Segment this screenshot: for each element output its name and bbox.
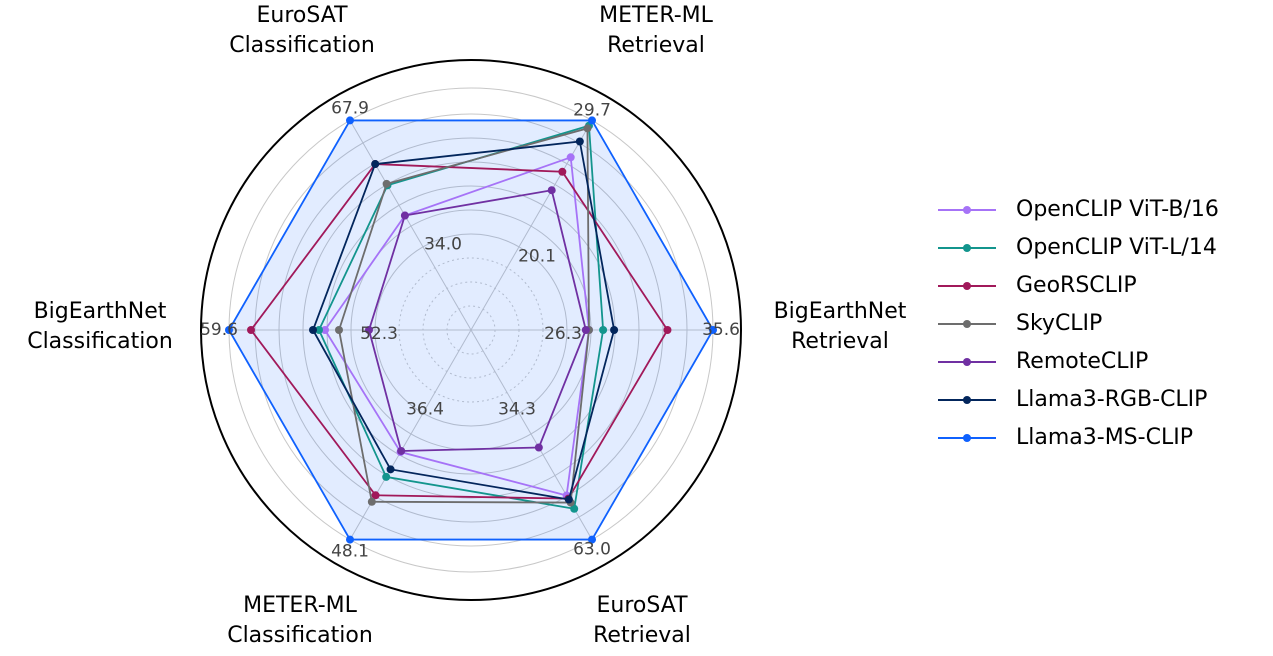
legend-swatch-marker — [963, 396, 971, 404]
legend-swatch-marker — [963, 434, 971, 442]
axis-label-line: EuroSAT — [596, 593, 688, 618]
tick-min-3: 36.4 — [406, 400, 444, 420]
tick-max-4: 59.6 — [200, 320, 238, 340]
series-point-1 — [610, 326, 619, 334]
legend-label: SkyCLIP — [1016, 311, 1102, 336]
axis-label-line: Retrieval — [791, 329, 889, 354]
series-point-3 — [367, 497, 376, 506]
legend-swatch-marker — [963, 206, 971, 214]
axis-label-line: METER-ML — [599, 3, 714, 28]
series-point-3 — [382, 472, 391, 481]
axis-label-2: EuroSAT Retrieval — [593, 593, 691, 648]
series-point-3 — [386, 465, 395, 474]
highlight-fill — [229, 120, 713, 540]
series-point-3 — [346, 535, 354, 544]
series-point-0 — [575, 137, 584, 146]
legend: OpenCLIP ViT-B/16 OpenCLIP ViT-L/14 GeoRSC… — [938, 197, 1219, 450]
tick-max-2: 63.0 — [573, 540, 611, 560]
legend-swatch-marker — [963, 244, 971, 252]
series-point-5 — [400, 211, 409, 220]
legend-label: OpenCLIP ViT-L/14 — [1016, 235, 1217, 260]
series-point-4 — [321, 326, 329, 334]
legend-item-1: OpenCLIP ViT-L/14 — [938, 235, 1217, 260]
series-point-4 — [365, 326, 373, 334]
series-point-5 — [382, 179, 391, 188]
legend-item-5: Llama3-RGB-CLIP — [938, 387, 1207, 412]
legend-label: Llama3-RGB-CLIP — [1016, 387, 1207, 412]
series-point-2 — [570, 504, 579, 513]
legend-item-4: RemoteCLIP — [938, 349, 1148, 374]
series-point-2 — [564, 495, 573, 504]
axis-label-line: Classification — [27, 329, 173, 354]
legend-label: OpenCLIP ViT-B/16 — [1016, 197, 1219, 222]
tick-min-0: 20.1 — [518, 246, 556, 266]
outer-circle — [200, 59, 742, 601]
legend-label: GeoRSCLIP — [1016, 273, 1137, 298]
legend-item-2: GeoRSCLIP — [938, 273, 1137, 298]
series-point-4 — [315, 326, 323, 334]
series-point-4 — [247, 326, 255, 334]
legend-label: Llama3-MS-CLIP — [1016, 425, 1193, 450]
axis-label-5: EuroSAT Classification — [229, 3, 375, 58]
series-point-0 — [588, 116, 596, 125]
axis-label-3: METER-ML Classification — [227, 593, 373, 648]
axis-label-line: BigEarthNet — [774, 299, 907, 324]
legend-item-3: SkyCLIP — [938, 311, 1102, 336]
series-point-2 — [588, 535, 596, 544]
series-point-1 — [663, 326, 672, 334]
series-point-4 — [225, 326, 233, 334]
series-point-5 — [371, 160, 380, 169]
axis-label-4: BigEarthNet Classification — [27, 299, 173, 354]
axis-label-0: METER-ML Retrieval — [599, 3, 714, 58]
series-point-2 — [534, 443, 543, 452]
tick-min-2: 34.3 — [498, 400, 536, 420]
series-point-3 — [371, 491, 380, 500]
series-point-1 — [581, 326, 590, 334]
legend-item-6: Llama3-MS-CLIP — [938, 425, 1193, 450]
series-point-0 — [566, 153, 575, 162]
grid-spoke-5 — [349, 120, 472, 331]
series-point-3 — [397, 446, 406, 455]
tick-min-5: 34.0 — [424, 234, 462, 254]
axis-label-line: Classification — [229, 33, 375, 58]
series-point-0 — [547, 186, 556, 195]
fill-area — [229, 120, 713, 540]
series-6 — [225, 116, 717, 544]
legend-label: RemoteCLIP — [1016, 349, 1148, 374]
series-5 — [309, 137, 619, 504]
series-point-1 — [709, 326, 717, 334]
series-4 — [365, 186, 590, 455]
legend-swatch-marker — [963, 282, 971, 290]
tick-max-1: 35.6 — [702, 320, 740, 340]
legend-item-0: OpenCLIP ViT-B/16 — [938, 197, 1219, 222]
axis-label-line: Classification — [227, 623, 373, 648]
legend-swatch-marker — [963, 358, 971, 366]
axis-label-line: Retrieval — [607, 33, 705, 58]
series-point-0 — [583, 124, 592, 133]
axis-label-line: EuroSAT — [256, 3, 348, 28]
tick-min-4: 52.3 — [360, 324, 398, 344]
axis-label-line: Retrieval — [593, 623, 691, 648]
tick-max-3: 48.1 — [331, 542, 369, 562]
series-lines — [225, 116, 717, 544]
series-point-0 — [558, 167, 567, 176]
series-point-4 — [335, 326, 343, 334]
series-point-1 — [599, 326, 608, 334]
series-point-4 — [309, 326, 317, 334]
axis-label-1: BigEarthNet Retrieval — [774, 299, 907, 354]
tick-max-5: 67.9 — [331, 98, 369, 118]
tick-max-0: 29.7 — [573, 100, 611, 120]
tick-min-1: 26.3 — [544, 324, 582, 344]
axis-label-line: BigEarthNet — [34, 299, 167, 324]
legend-swatch-marker — [963, 320, 971, 328]
series-point-5 — [346, 116, 354, 125]
axis-label-line: METER-ML — [243, 593, 358, 618]
tick-labels: 29.7 20.1 35.6 26.3 63.0 34.3 48.1 36.4 59.6 52.3… — [200, 98, 740, 561]
